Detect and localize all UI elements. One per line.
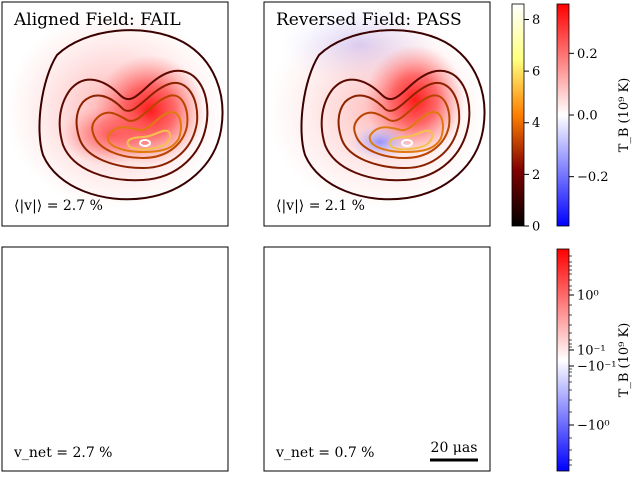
colorbar-tick-label: −10⁰ (577, 419, 610, 434)
panel-annotation: v_net = 0.7 % (275, 445, 375, 461)
colorbar-tick-label: 6 (532, 65, 540, 80)
colorbar-tick-label: 0 (532, 220, 540, 235)
panel-bottom-left: v_net = 2.7 % (1, 246, 229, 472)
panel-annotation: v_net = 2.7 % (13, 445, 113, 461)
panel-title: Reversed Field: PASS (276, 10, 462, 30)
panel-top-left: Aligned Field: FAIL ⟨|v|⟩ = 2.7 % (1, 1, 229, 227)
scale-bar-label: 20 μas (431, 440, 478, 456)
panel-bottom-right: v_net = 0.7 % 20 μas (263, 246, 491, 472)
colorbar-polarization-bottom: 10⁰ 10⁻¹−10⁻¹ −10⁰ T_B (10⁹ K) (556, 248, 632, 472)
panel-annotation: ⟨|v|⟩ = 2.7 % (14, 198, 103, 214)
colorbar-tick-label: 4 (532, 116, 540, 131)
colorbar-label: T_B (10⁹ K) (617, 323, 632, 398)
colorbar-label: T_B (10⁹ K) (617, 78, 632, 153)
panel-title: Aligned Field: FAIL (13, 10, 181, 30)
colorbar-tick-label: 8 (532, 13, 540, 28)
panel-annotation: ⟨|v|⟩ = 2.1 % (276, 198, 365, 214)
colorbar-tick-label: 10⁰ (577, 289, 599, 304)
colorbar-tick-label: 2 (532, 168, 540, 183)
colorbar-polarization-top: −0.2 0.0 0.2 T_B (10⁹ K) (556, 3, 632, 227)
colorbar-tick-label: 10⁻¹ (577, 344, 606, 359)
panel-top-right: Reversed Field: PASS ⟨|v|⟩ = 2.1 % (263, 1, 491, 227)
colorbar-tick-label: 0.0 (577, 109, 598, 124)
colorbar-tick-label: 0.2 (577, 47, 598, 62)
colorbar-intensity: 0 2 4 6 8 (511, 3, 540, 235)
colorbar-tick-label: −10⁻¹ (577, 360, 617, 375)
colorbar-tick-label: −0.2 (577, 170, 609, 185)
